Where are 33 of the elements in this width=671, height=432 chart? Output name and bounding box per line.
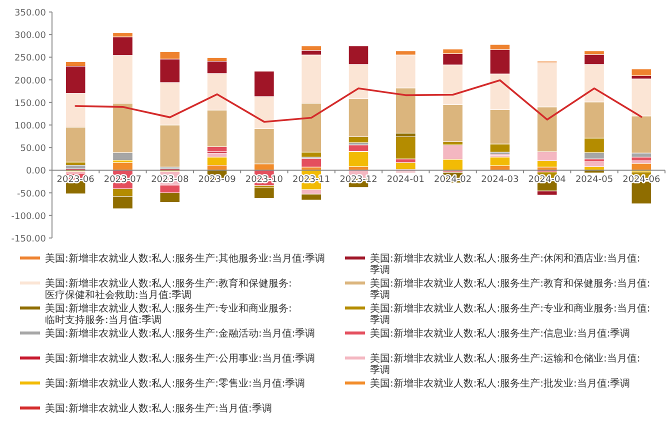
y-tick-label: 150.00: [14, 98, 46, 109]
legend-label: 美国:新增非农就业人数:私人:服务生产:运输和仓储业:当月值:季调: [370, 352, 640, 376]
legend-label: 美国:新增非农就业人数:私人:服务生产:公用事业:当月值:季调: [45, 352, 316, 364]
y-tick-label: 250.00: [14, 54, 46, 64]
y-tick-label: -50.00: [16, 189, 46, 200]
x-tick-label: 2023-09: [198, 175, 236, 186]
x-tick-label: 2024-04: [528, 175, 566, 186]
y-tick-label: 50.00: [20, 144, 46, 154]
x-tick-label: 2024-06: [622, 175, 660, 186]
x-tick-label: 2024-01: [386, 175, 424, 186]
y-tick-label: -150.00: [11, 234, 46, 244]
legend-label: 美国:新增非农就业人数:私人:服务生产:信息业:当月值:季调: [370, 328, 630, 340]
x-tick-label: 2024-03: [481, 175, 519, 186]
y-tick-label: 350.00: [14, 8, 46, 18]
legend-label: 美国:新增非农就业人数:私人:服务生产:批发业:当月值:季调: [370, 378, 630, 390]
y-tick-label: 100.00: [14, 122, 46, 132]
y-tick-label: 0.00: [26, 166, 46, 177]
x-tick-label: 2023-12: [340, 175, 378, 186]
y-tick-label: 300.00: [14, 31, 46, 42]
y-tick-label: -100.00: [11, 212, 46, 222]
legend-label: 美国:新增非农就业人数:私人:服务生产:当月值:季调: [45, 402, 272, 414]
legend-label: 美国:新增非农就业人数:私人:服务生产:教育和保健服务:医疗保健和社会救助:当月值:季调: [45, 278, 292, 301]
legend-label: 美国:新增非农就业人数:私人:服务生产:金融活动:当月值:季调: [45, 328, 316, 340]
x-tick-label: 2023-06: [56, 175, 95, 186]
legend-label: 美国:新增非农就业人数:私人:服务生产:专业和商业服务:临时支持服务:当月值:季调: [45, 302, 292, 326]
y-tick-label: 200.00: [14, 76, 46, 86]
legend-label: 美国:新增非农就业人数:私人:服务生产:教育和保健服务:当月值:季调: [370, 278, 650, 301]
legend-label: 美国:新增非农就业人数:私人:服务生产:零售业:当月值:季调: [45, 378, 306, 390]
legend-label: 美国:新增非农就业人数:私人:服务生产:专业和商业服务:当月值:季调: [370, 302, 650, 326]
x-tick-label: 2024-05: [575, 175, 614, 186]
legend-label: 美国:新增非农就业人数:私人:服务生产:其他服务业:当月值:季调: [45, 252, 326, 264]
x-tick-label: 2023-08: [151, 175, 189, 186]
legend-label: 美国:新增非农就业人数:私人:服务生产:休闲和酒店业:当月值:季调: [370, 252, 640, 276]
